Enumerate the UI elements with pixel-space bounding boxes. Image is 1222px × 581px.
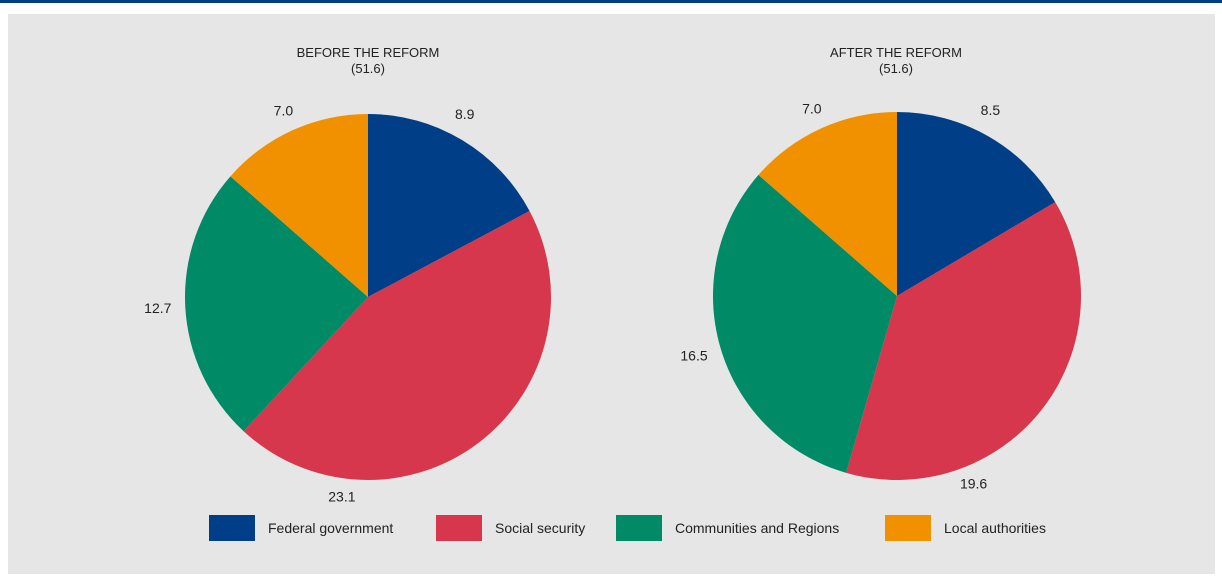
pie-before-slice-communities [185,176,368,432]
pie-before-slice-social-security [243,211,551,480]
pie-before-label-local: 7.0 [274,102,294,118]
pie-after-label-local: 7.0 [802,100,822,116]
legend-swatch-local [885,515,931,541]
pie-before-label-communities: 12.7 [144,300,171,316]
pie-after-label-federal: 8.5 [981,102,1001,118]
pie-after-slice-social-security [846,202,1082,480]
pie-after-slice-local [758,112,897,296]
pie-before-label-federal: 8.9 [455,106,475,122]
legend-swatch-social [436,515,482,541]
pie-after-label-social-security: 19.6 [960,475,987,491]
legend-swatch-federal [209,515,255,541]
pie-before-label-social-security: 23.1 [328,489,355,505]
chart-subtitle-after: (51.6) [879,61,913,76]
legend-label-communities: Communities and Regions [675,520,840,536]
pie-after-slice-communities [713,174,897,473]
legend-item-federal: Federal government [209,513,393,543]
legend-label-federal: Federal government [268,520,394,536]
pie-before-slice-local [230,114,368,297]
chart-title-after-text: AFTER THE REFORM [830,45,962,60]
pie-after-slice-federal [897,112,1056,296]
chart-title-before-text: BEFORE THE REFORM [296,45,440,60]
chart-title-before: BEFORE THE REFORM (51.6) [168,45,568,77]
pie-after-label-communities: 16.5 [680,348,707,364]
chart-subtitle-before: (51.6) [351,61,385,76]
pie-before-slice-federal [368,114,530,297]
chart-title-after: AFTER THE REFORM (51.6) [696,45,1096,77]
legend-item-social: Social security [436,513,585,543]
legend-item-local: Local authorities [885,513,1046,543]
legend: Federal government Social security Commu… [0,513,1222,543]
legend-label-local: Local authorities [944,520,1046,536]
legend-item-communities: Communities and Regions [616,513,839,543]
legend-swatch-communities [616,515,662,541]
top-rule [0,0,1222,3]
legend-label-social: Social security [495,520,586,536]
